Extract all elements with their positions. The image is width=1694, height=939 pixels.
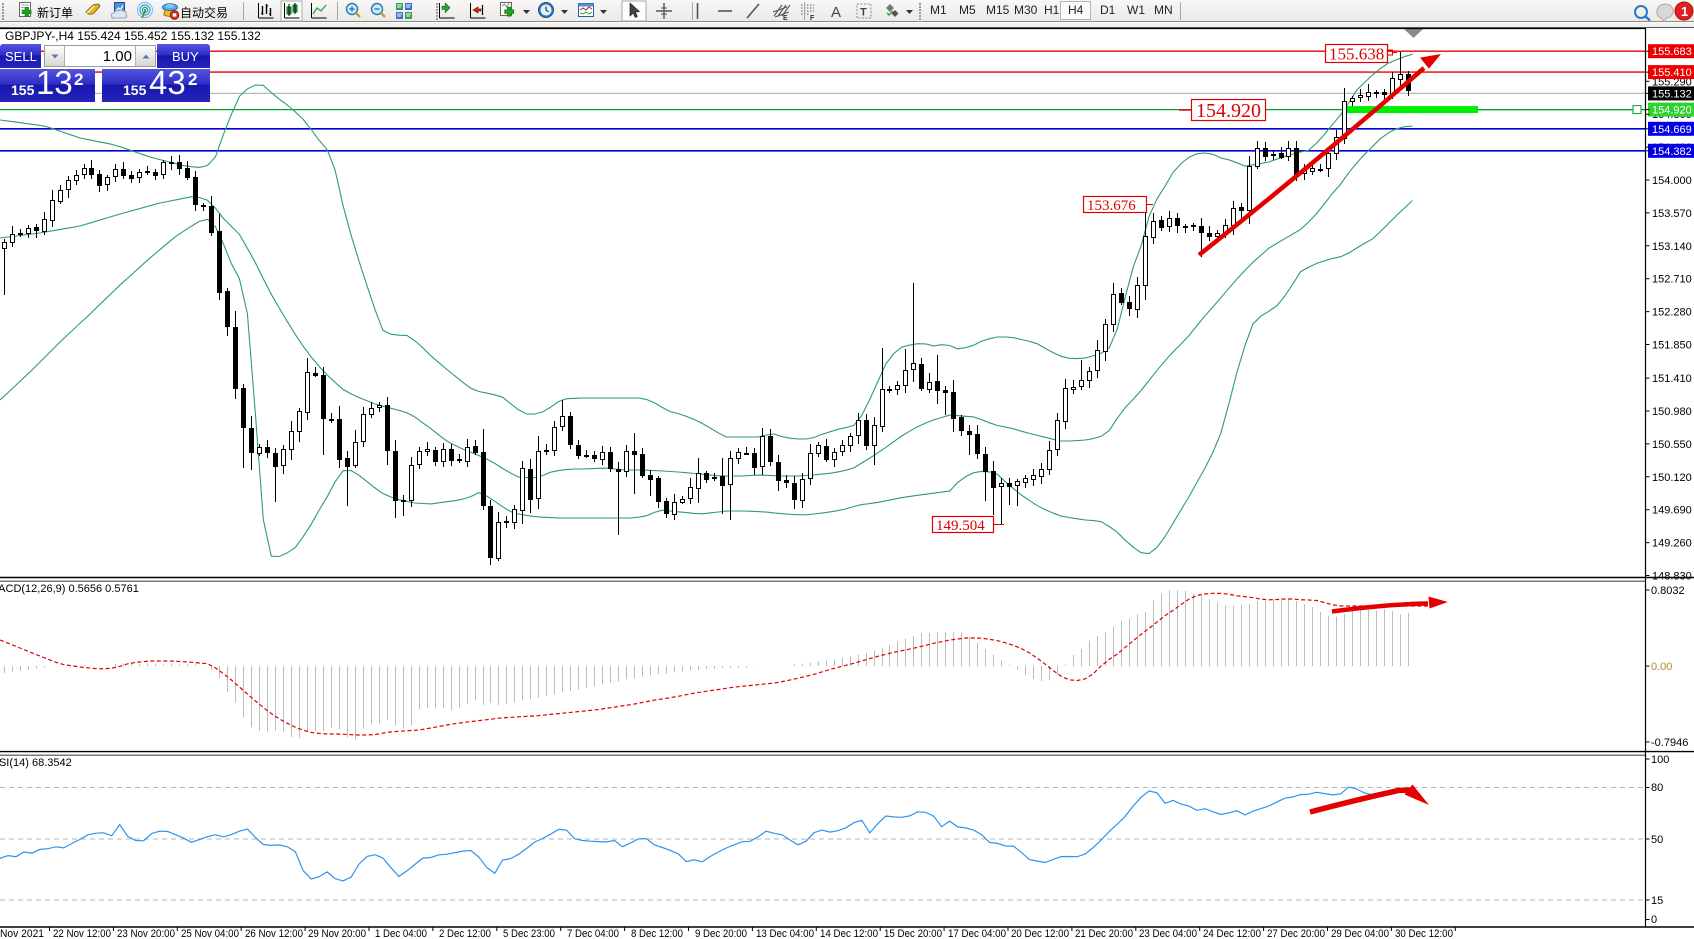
svg-text:149.690: 149.690 [1652, 505, 1692, 517]
svg-text:152.280: 152.280 [1652, 307, 1692, 319]
svg-text:150.120: 150.120 [1652, 472, 1692, 484]
svg-text:153.570: 153.570 [1652, 208, 1692, 220]
svg-text:50: 50 [1651, 834, 1663, 846]
svg-text:149.504: 149.504 [936, 518, 985, 534]
svg-text:22 Nov 12:00: 22 Nov 12:00 [53, 928, 111, 939]
svg-text:80: 80 [1651, 782, 1663, 794]
svg-text:27 Dec 20:00: 27 Dec 20:00 [1267, 928, 1325, 939]
svg-text:21 Dec 20:00: 21 Dec 20:00 [1075, 928, 1133, 939]
svg-text:23 Dec 04:00: 23 Dec 04:00 [1139, 928, 1197, 939]
svg-text:154.669: 154.669 [1652, 124, 1692, 136]
svg-text:26 Nov 12:00: 26 Nov 12:00 [245, 928, 303, 939]
svg-text:151.850: 151.850 [1652, 340, 1692, 352]
svg-text:155.410: 155.410 [1652, 67, 1692, 79]
svg-text:9 Dec 20:00: 9 Dec 20:00 [695, 928, 747, 939]
svg-text:29 Nov 20:00: 29 Nov 20:00 [308, 928, 366, 939]
svg-text:154.920: 154.920 [1652, 105, 1692, 117]
svg-text:0.8032: 0.8032 [1651, 585, 1685, 597]
svg-text:MACD(12,26,9) 0.5656 0.5761: MACD(12,26,9) 0.5656 0.5761 [0, 583, 139, 595]
svg-text:23 Nov 20:00: 23 Nov 20:00 [117, 928, 175, 939]
svg-text:F: F [810, 15, 815, 22]
svg-text:Nov 2021: Nov 2021 [0, 928, 44, 939]
svg-text:154.000: 154.000 [1652, 175, 1692, 187]
svg-text:151.410: 151.410 [1652, 373, 1692, 385]
svg-text:150.980: 150.980 [1652, 406, 1692, 418]
svg-text:2 Dec 12:00: 2 Dec 12:00 [439, 928, 491, 939]
svg-text:152.710: 152.710 [1652, 274, 1692, 286]
svg-text:13 Dec 04:00: 13 Dec 04:00 [756, 928, 814, 939]
svg-text:T: T [860, 7, 867, 19]
svg-text:5 Dec 23:00: 5 Dec 23:00 [503, 928, 555, 939]
svg-text:1 Dec 04:00: 1 Dec 04:00 [375, 928, 427, 939]
svg-text:154.920: 154.920 [1196, 100, 1261, 122]
svg-text:24 Dec 12:00: 24 Dec 12:00 [1203, 928, 1261, 939]
svg-text:155.683: 155.683 [1652, 46, 1692, 58]
svg-text:20 Dec 12:00: 20 Dec 12:00 [1011, 928, 1069, 939]
svg-text:17 Dec 04:00: 17 Dec 04:00 [948, 928, 1006, 939]
svg-text:150.550: 150.550 [1652, 439, 1692, 451]
svg-text:1: 1 [1681, 4, 1688, 19]
svg-text:148.830: 148.830 [1652, 571, 1692, 583]
svg-text:0: 0 [1651, 914, 1657, 926]
svg-text:153.140: 153.140 [1652, 241, 1692, 253]
svg-text:RSI(14) 68.3542: RSI(14) 68.3542 [0, 757, 72, 769]
svg-text:15: 15 [1651, 895, 1663, 907]
svg-text:154.382: 154.382 [1652, 146, 1692, 158]
svg-text:155.290: 155.290 [1652, 76, 1692, 88]
svg-text:A: A [831, 4, 841, 21]
svg-text:155.132: 155.132 [1652, 88, 1692, 100]
svg-text:149.260: 149.260 [1652, 538, 1692, 550]
svg-text:153.676: 153.676 [1087, 198, 1136, 214]
svg-text:25 Nov 04:00: 25 Nov 04:00 [181, 928, 239, 939]
svg-text:-0.7946: -0.7946 [1651, 737, 1688, 749]
svg-text:29 Dec 04:00: 29 Dec 04:00 [1331, 928, 1389, 939]
svg-text:14 Dec 12:00: 14 Dec 12:00 [820, 928, 878, 939]
svg-text:155.638: 155.638 [1329, 45, 1384, 64]
svg-text:GBPJPY-,H4 155.424 155.452 15: GBPJPY-,H4 155.424 155.452 155.132 155.1… [5, 29, 261, 43]
svg-text:0.00: 0.00 [1651, 661, 1672, 673]
svg-text:100: 100 [1651, 754, 1669, 766]
svg-text:30 Dec 12:00: 30 Dec 12:00 [1395, 928, 1453, 939]
svg-text:15 Dec 20:00: 15 Dec 20:00 [884, 928, 942, 939]
svg-text:8 Dec 12:00: 8 Dec 12:00 [631, 928, 683, 939]
svg-text:7 Dec 04:00: 7 Dec 04:00 [567, 928, 619, 939]
svg-text:E: E [783, 15, 788, 22]
